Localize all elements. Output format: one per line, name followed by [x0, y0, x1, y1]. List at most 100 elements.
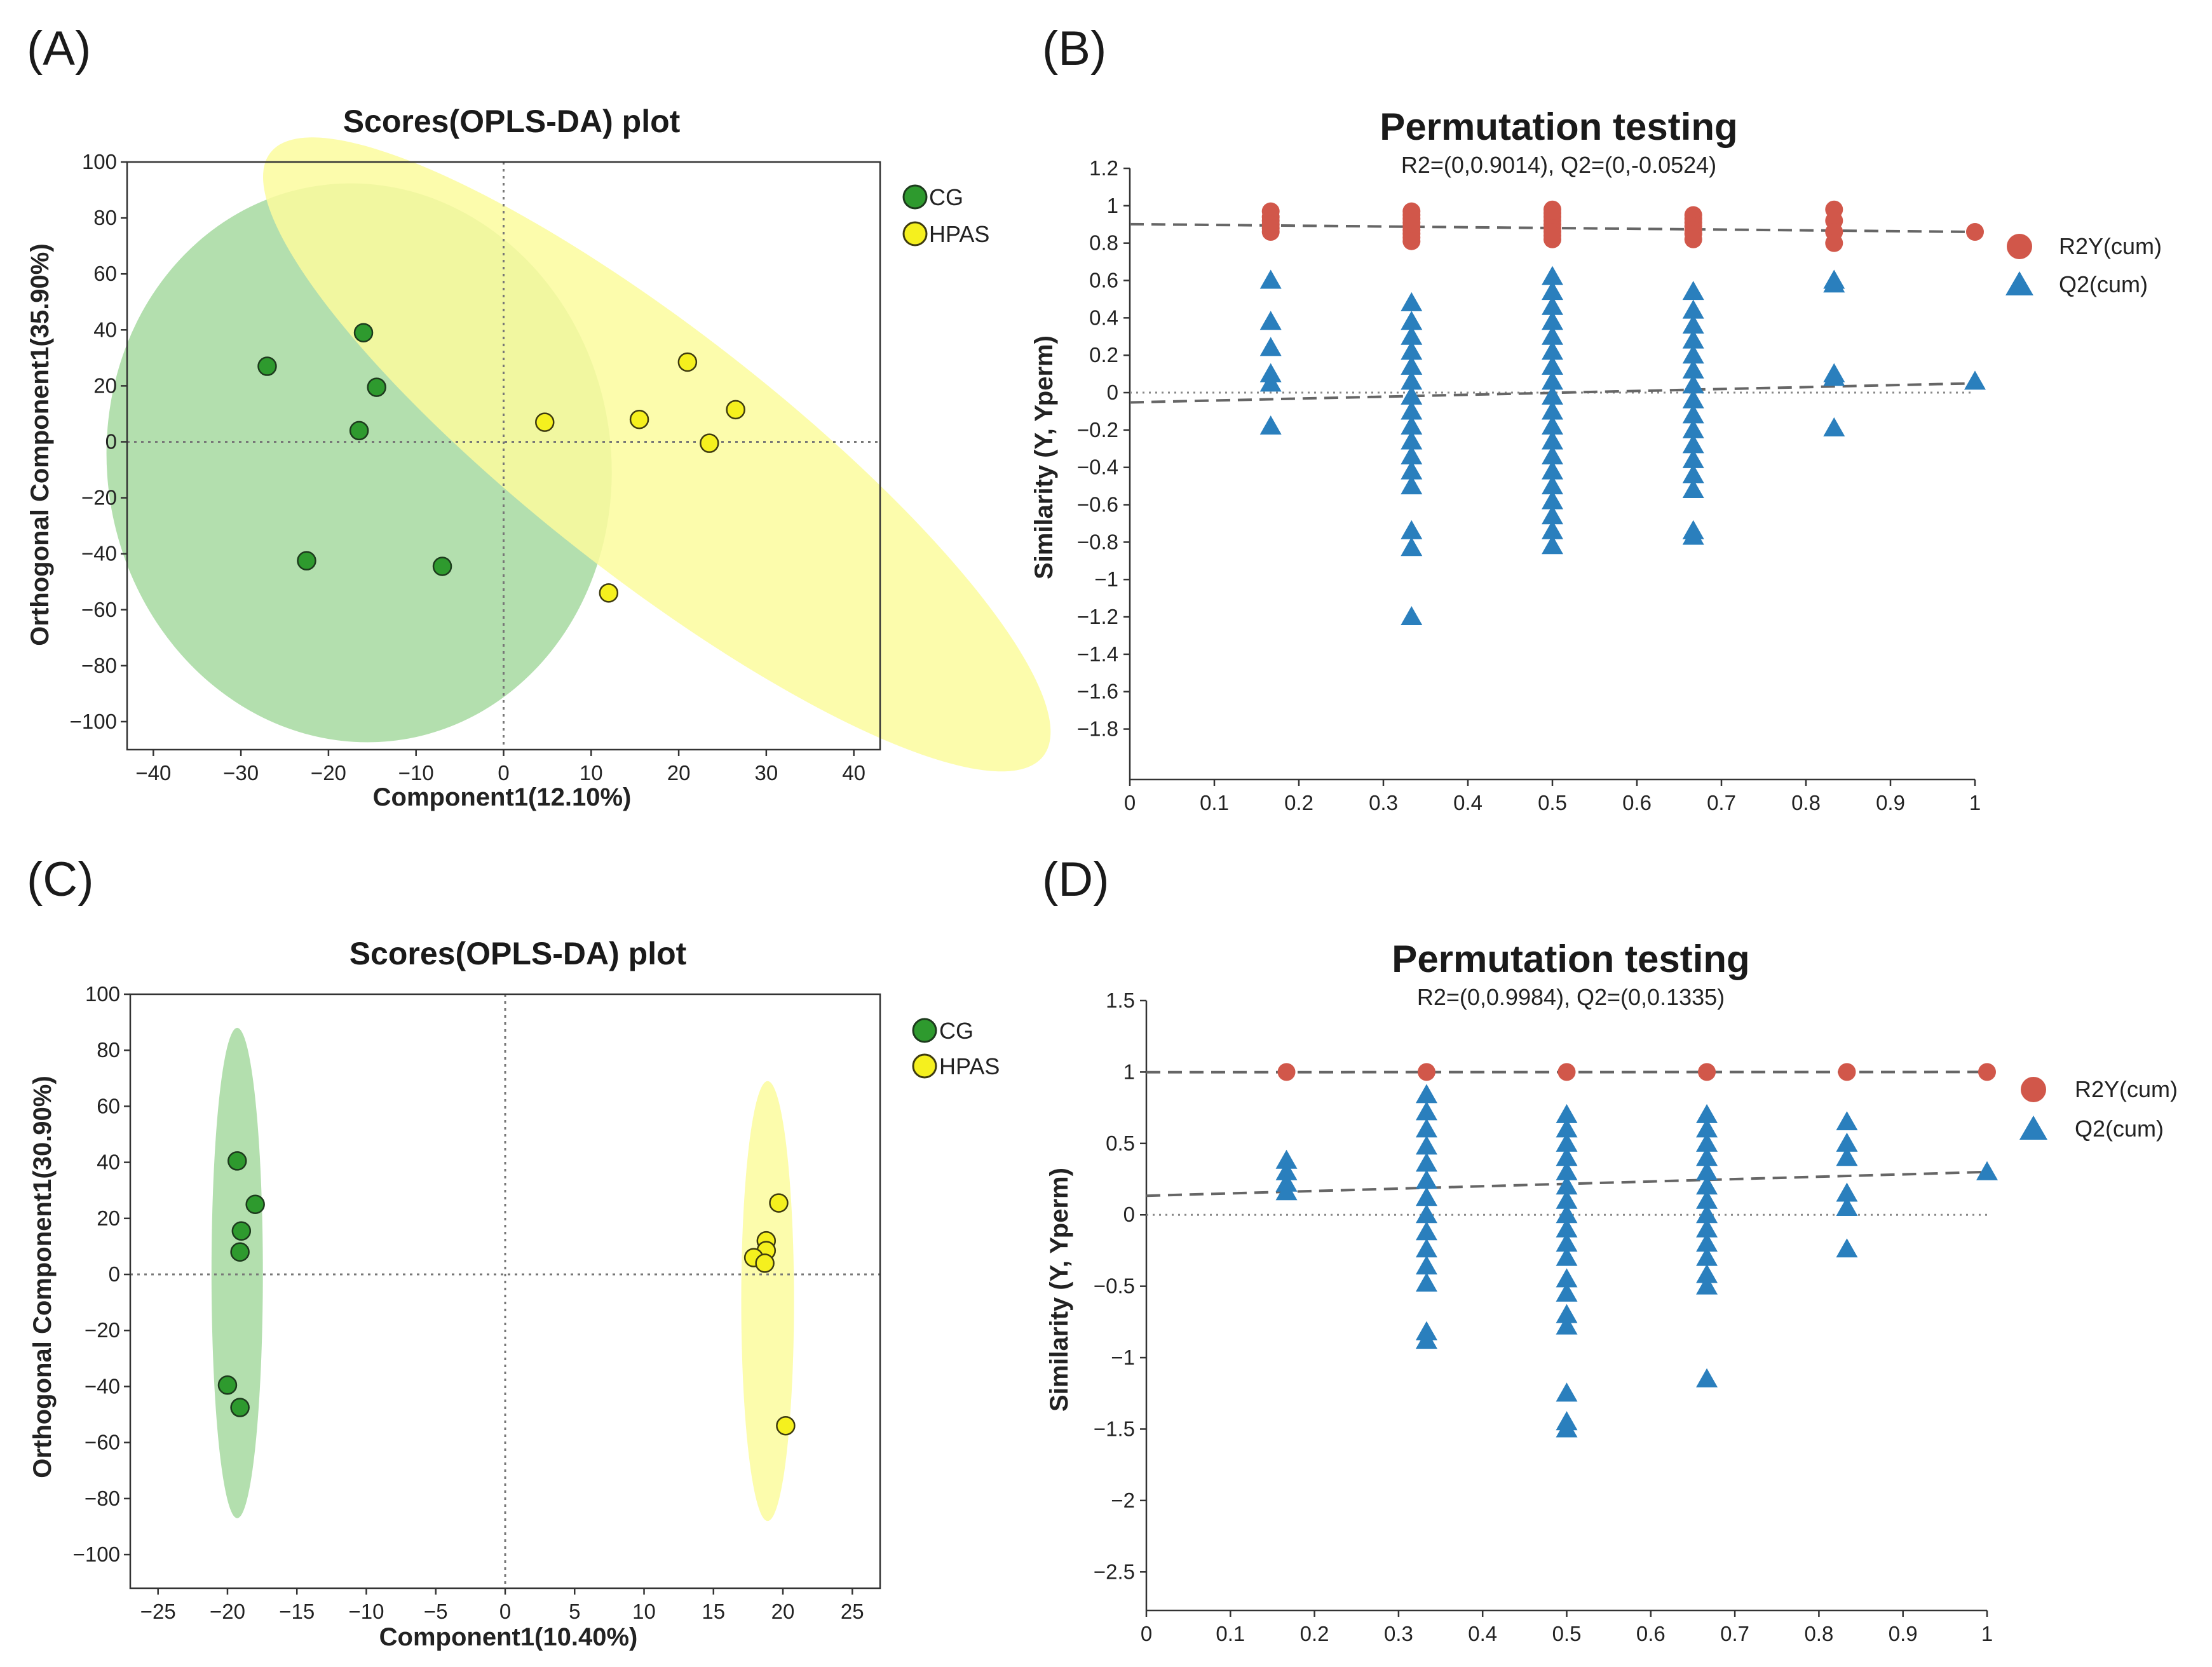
chart-d-q2-point: [1836, 1111, 1858, 1131]
chart-b-xtick-label: 0.6: [1622, 791, 1652, 814]
chart-b-q2-point: [1542, 475, 1563, 495]
chart-d-plot: 0 0.1 0.2 0.3 0.4 0.5 0.6 0.7 0.8 0.9 1 1.5 1 0.5 0 −0.…: [1094, 989, 1998, 1645]
chart-b-q2-point: [1682, 314, 1704, 334]
legend-b-q2-marker: [2005, 271, 2033, 295]
chart-b-q2-point: [1401, 325, 1423, 345]
chart-a-hpas-point: [677, 352, 698, 372]
chart-a-ytick-label: −80: [81, 654, 117, 677]
chart-a-ytick-label: 40: [93, 318, 117, 341]
chart-d-q2-point: [1556, 1175, 1578, 1195]
chart-b-q2-point: [1401, 520, 1423, 539]
legend-b-r2y-label: R2Y(cum): [2059, 233, 2162, 259]
chart-b-xtick-label: 0.7: [1707, 791, 1736, 814]
chart-a-hpas-point: [726, 400, 745, 420]
chart-a-xtick-label: −40: [135, 761, 171, 785]
chart-b-q2-point: [1542, 325, 1563, 345]
chart-c-xtick-label: 25: [841, 1600, 864, 1623]
chart-b-q2-point: [1401, 400, 1423, 420]
panel-label-c: (C): [27, 853, 94, 907]
chart-b-q2-point: [1542, 385, 1563, 405]
chart-c-xtick-label: −20: [210, 1600, 245, 1623]
chart-d-ytick-label: 1: [1123, 1060, 1135, 1083]
chart-d-r2y-point: [1277, 1063, 1296, 1081]
chart-b-q2-point: [1682, 419, 1704, 438]
chart-d-q2-point: [1696, 1161, 1718, 1180]
chart-c-ytick-label: 20: [97, 1206, 120, 1230]
chart-b-ytick-label: −0.6: [1077, 493, 1118, 516]
chart-d-ytick-label: 0.5: [1106, 1131, 1135, 1155]
chart-b-q2-point: [1401, 370, 1423, 390]
chart-b-ytick-label: −0.4: [1077, 456, 1118, 479]
chart-c-ytick-label: 60: [97, 1094, 120, 1117]
chart-b-q2-point: [1401, 430, 1423, 450]
chart-c-ytick-label: 80: [97, 1038, 120, 1062]
chart-b-q2-point: [1259, 372, 1282, 392]
chart-a-ytick-label: −100: [70, 710, 117, 733]
chart-c-xtick-label: −5: [424, 1600, 448, 1623]
chart-d-r2y-point: [1838, 1063, 1856, 1081]
chart-b-r2y-point: [1544, 230, 1561, 248]
chart-d-xtick-label: 0.8: [1804, 1622, 1833, 1645]
chart-d-q2-point: [1415, 1238, 1437, 1258]
chart-d-q2-point: [1415, 1187, 1437, 1206]
chart-b-ytick-label: −1.6: [1077, 680, 1118, 703]
chart-b-plot: 0 0.1 0.2 0.3 0.4 0.5 0.6 0.7 0.8 0.9 1 1.2 1 0.8 0.6 0…: [1077, 156, 1986, 814]
chart-d-ytick-label: 0: [1123, 1203, 1135, 1226]
chart-a-ytick-label: −60: [81, 598, 117, 621]
chart-d-q2-point: [1415, 1084, 1437, 1103]
chart-c-cg-point: [217, 1375, 238, 1395]
chart-b-ytick-label: 0.8: [1089, 231, 1118, 255]
chart-b-ytick-label: −1.8: [1077, 717, 1118, 741]
chart-d-q2-point: [1415, 1152, 1437, 1172]
chart-b-xtick-label: 0.9: [1876, 791, 1905, 814]
chart-b-q2-point: [1401, 292, 1423, 311]
chart-b-ytick-label: 1.2: [1089, 156, 1118, 180]
chart-d-q2-point: [1696, 1204, 1718, 1224]
chart-a-hpas-point: [599, 583, 619, 603]
chart-b-q2-point: [1542, 400, 1563, 420]
chart-c-xtick-label: 5: [569, 1600, 580, 1623]
panel-label-b: (B): [1042, 22, 1106, 76]
chart-c-xtick-label: −15: [279, 1600, 315, 1623]
chart-d-xtick-label: 0.1: [1216, 1622, 1245, 1645]
chart-d-q2-point: [1415, 1170, 1437, 1189]
chart-a-xtick-label: −10: [398, 761, 434, 785]
legend-a-cg-label: CG: [929, 184, 963, 210]
chart-b-xtick-label: 0.2: [1284, 791, 1313, 814]
chart-d-xtick-label: 1: [1981, 1622, 1993, 1645]
chart-b-q2-point: [1964, 370, 1986, 390]
chart-a-ytick-label: 0: [105, 429, 117, 453]
chart-d-r2y-point: [1978, 1063, 1996, 1081]
chart-b-q2-point: [1823, 367, 1845, 386]
chart-d-q2-point: [1836, 1132, 1858, 1152]
chart-d-q2-point: [1556, 1246, 1578, 1266]
chart-d-q2-point: [1556, 1382, 1578, 1402]
chart-c-xtick-label: −10: [348, 1600, 384, 1623]
chart-d-r2y-point: [1698, 1063, 1716, 1081]
chart-d-q2-point: [1275, 1181, 1298, 1201]
legend-c-cg-label: CG: [939, 1018, 974, 1044]
chart-b-q2-point: [1682, 389, 1704, 408]
chart-b-q2-point: [1401, 355, 1423, 375]
chart-d-xtick-label: 0.4: [1468, 1622, 1497, 1645]
chart-b-q2-point: [1542, 430, 1563, 450]
chart-d-q2-point: [1415, 1118, 1437, 1138]
chart-a-hpas-point: [629, 409, 649, 429]
chart-d-xtick-label: 0: [1141, 1622, 1152, 1645]
chart-d-ylabel: Similarity (Y, Yperm): [1045, 1168, 1073, 1412]
chart-c-hpas-point: [776, 1415, 796, 1436]
chart-d-q2-point: [1696, 1246, 1718, 1266]
chart-b-q2-point: [1401, 606, 1423, 626]
chart-a-ytick-label: 60: [93, 262, 117, 285]
legend-d-r2y-label: R2Y(cum): [2075, 1076, 2178, 1102]
chart-a-ylabel: Orthogonal Component1(35.90%): [26, 243, 54, 645]
chart-d-q2-point: [1415, 1272, 1437, 1292]
chart-b-ytick-label: −0.2: [1077, 418, 1118, 442]
chart-b-q2-point: [1259, 311, 1282, 330]
chart-b-ytick-label: 0.2: [1089, 343, 1118, 367]
chart-d-q2-point: [1696, 1147, 1718, 1166]
chart-c-xlabel: Component1(10.40%): [379, 1623, 638, 1651]
chart-b-q2-point: [1682, 404, 1704, 424]
legend-b-r2y-marker: [2007, 234, 2032, 259]
chart-d-q2-point: [1415, 1255, 1437, 1275]
